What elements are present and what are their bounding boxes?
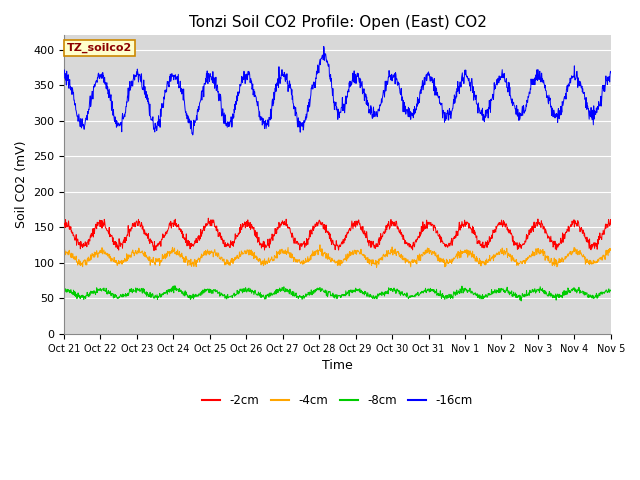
Title: Tonzi Soil CO2 Profile: Open (East) CO2: Tonzi Soil CO2 Profile: Open (East) CO2 — [189, 15, 486, 30]
Text: TZ_soilco2: TZ_soilco2 — [67, 43, 132, 53]
Y-axis label: Soil CO2 (mV): Soil CO2 (mV) — [15, 141, 28, 228]
Legend: -2cm, -4cm, -8cm, -16cm: -2cm, -4cm, -8cm, -16cm — [198, 389, 477, 411]
X-axis label: Time: Time — [322, 359, 353, 372]
